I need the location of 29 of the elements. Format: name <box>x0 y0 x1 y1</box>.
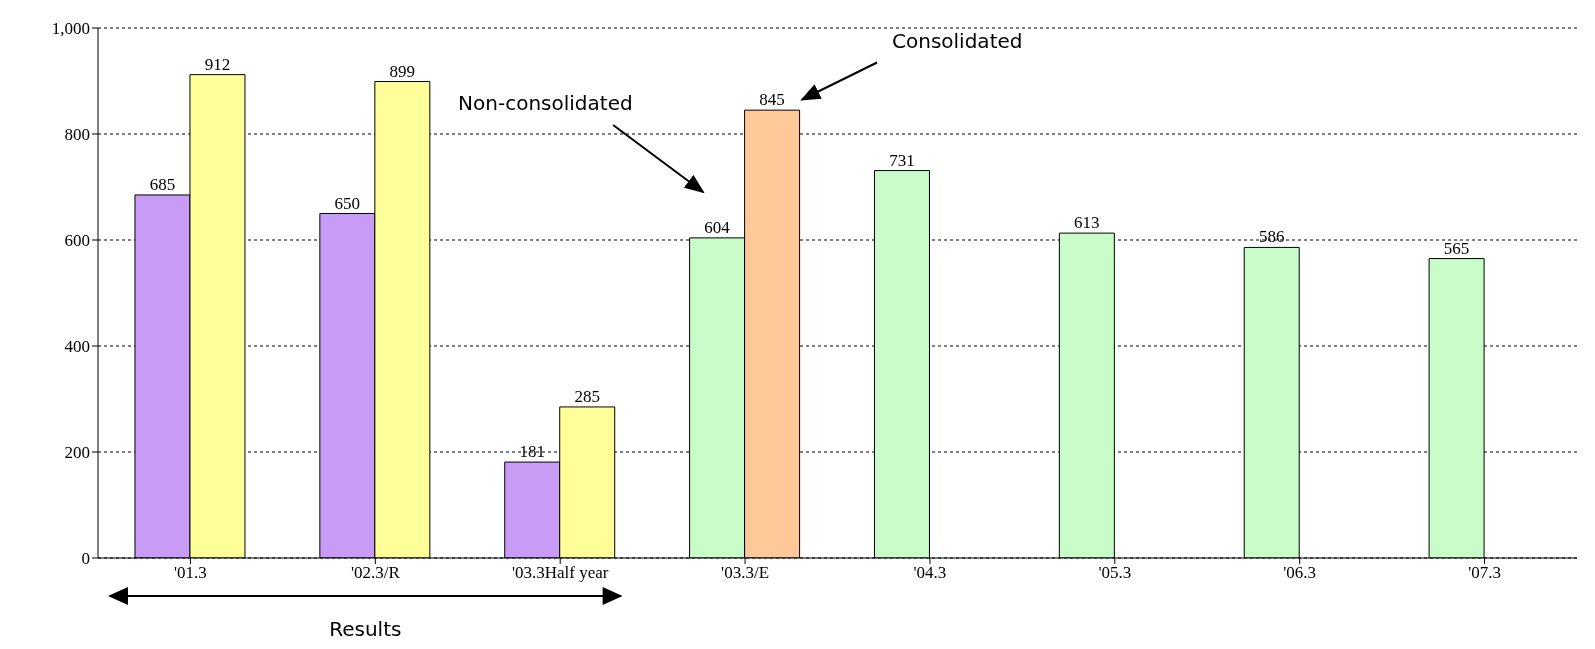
data-label: 613 <box>1074 213 1100 233</box>
x-tick-label: '02.3/R <box>350 563 401 583</box>
annotation: Non-consolidated <box>458 91 633 115</box>
x-tick-label: '01.3 <box>174 563 207 583</box>
annotation: Consolidated <box>892 28 1023 53</box>
data-label: 586 <box>1258 227 1285 247</box>
data-label: 912 <box>204 54 231 74</box>
data-label: 565 <box>1443 238 1470 258</box>
x-tick-label: '07.3 <box>1468 563 1501 583</box>
x-tick-label: '04.3 <box>913 563 947 583</box>
text: Results <box>329 617 402 641</box>
data-label: 685 <box>149 174 176 194</box>
data-label: 604 <box>704 217 731 237</box>
data-label: 731 <box>889 150 915 170</box>
data-label: 899 <box>389 61 416 81</box>
data-label: 650 <box>334 193 361 213</box>
y-tick-label: 1,000 <box>51 19 90 39</box>
y-tick-label: 200 <box>64 443 90 463</box>
data-label: 845 <box>759 90 785 110</box>
x-tick-label: '05.3 <box>1098 563 1132 583</box>
y-tick-label: 0 <box>81 549 90 569</box>
x-tick-label: '03.3Half year <box>511 563 609 583</box>
x-tick-label: '03.3/E <box>721 563 770 583</box>
x-tick-label: '06.3 <box>1283 563 1317 583</box>
y-tick-label: 400 <box>64 337 90 357</box>
data-label: 181 <box>519 442 545 462</box>
y-tick-label: 800 <box>64 125 90 145</box>
y-tick-label: 600 <box>64 231 90 251</box>
data-label: 285 <box>574 386 600 406</box>
